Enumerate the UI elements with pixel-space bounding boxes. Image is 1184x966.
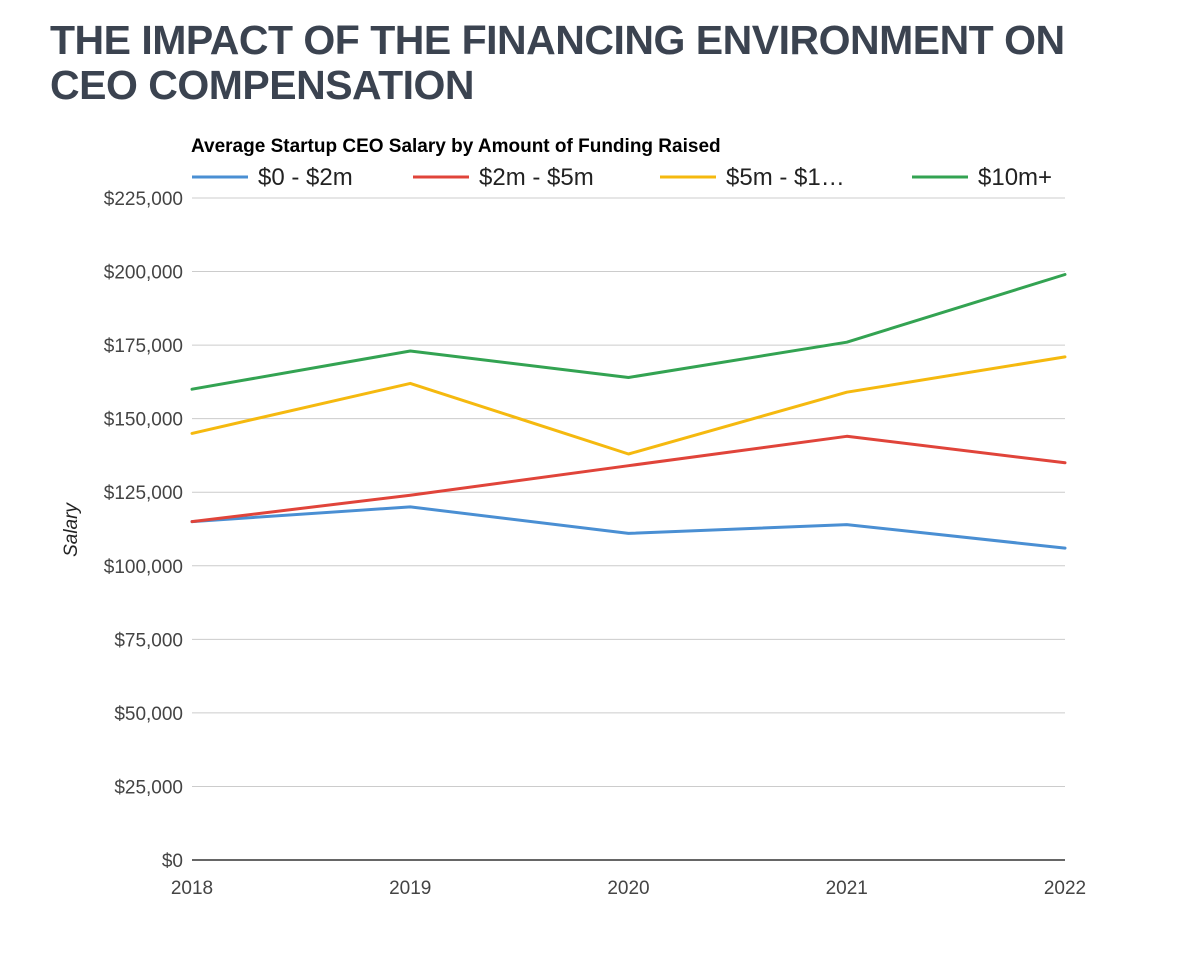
- x-tick-label: 2018: [171, 878, 213, 899]
- chart-title: Average Startup CEO Salary by Amount of …: [191, 136, 721, 157]
- page-title: THE IMPACT OF THE FINANCING ENVIRONMENT …: [50, 17, 1065, 108]
- x-axis-ticks: 2018 2019 2020 2021 2022: [171, 878, 1086, 899]
- series-line-4: [190, 273, 1067, 391]
- legend-label: $10m+: [978, 164, 1052, 191]
- series-line-3: [190, 355, 1067, 456]
- x-tick-label: 2019: [389, 878, 431, 899]
- x-tick-label: 2020: [607, 878, 649, 899]
- y-tick-label: $50,000: [114, 704, 183, 725]
- y-tick-label: $125,000: [104, 483, 183, 504]
- legend-label: $0 - $2m: [258, 164, 353, 191]
- legend-label: $5m - $1…: [726, 164, 845, 191]
- y-tick-label: $75,000: [114, 630, 183, 651]
- y-tick-label: $225,000: [104, 189, 183, 210]
- series-line-1: [190, 505, 1067, 550]
- x-tick-label: 2022: [1044, 878, 1086, 899]
- y-tick-label: $200,000: [104, 263, 183, 284]
- y-axis-label: Salary: [61, 502, 82, 557]
- y-tick-label: $0: [162, 851, 183, 872]
- legend-label: $2m - $5m: [479, 164, 594, 191]
- chart-series: [190, 273, 1067, 550]
- y-tick-label: $25,000: [114, 777, 183, 798]
- y-tick-label: $175,000: [104, 336, 183, 357]
- chart-gridlines: [192, 197, 1065, 787]
- series-line-2: [190, 434, 1067, 524]
- y-tick-label: $100,000: [104, 557, 183, 578]
- y-axis-ticks: $0 $25,000 $50,000 $75,000 $100,000 $125,000 $…: [104, 189, 183, 872]
- chart-legend: $0 - $2m $2m - $5m $5m - $1… $10m+: [192, 164, 1052, 191]
- y-tick-label: $150,000: [104, 410, 183, 431]
- x-tick-label: 2021: [826, 878, 868, 899]
